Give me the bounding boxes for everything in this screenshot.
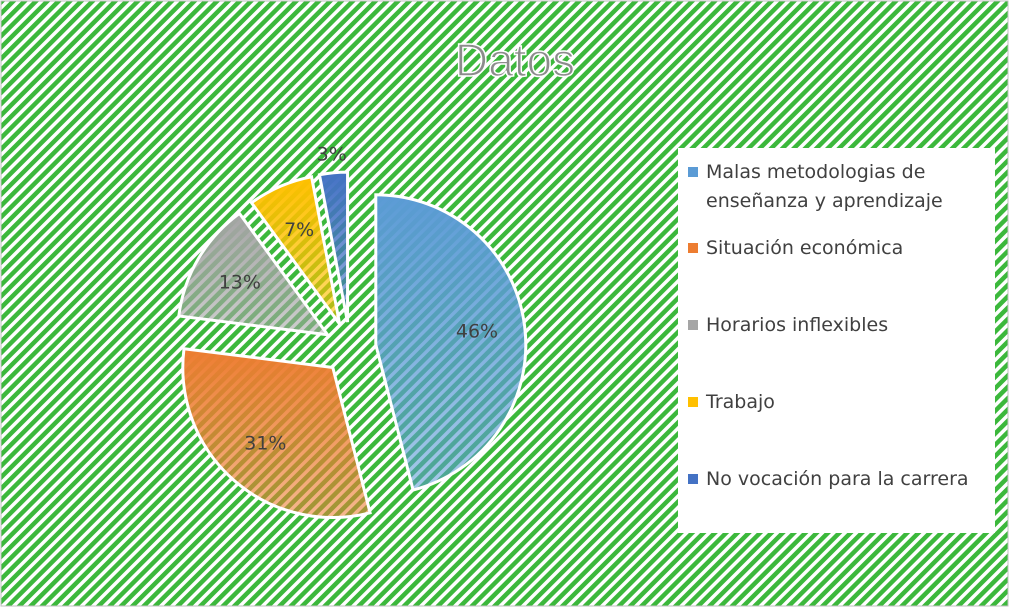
pie-slice (181, 347, 372, 519)
data-label: 3% (317, 143, 347, 165)
pie-slice (249, 175, 342, 326)
legend: Malas metodologias de enseñanza y aprend… (678, 148, 995, 533)
legend-label: Horarios inflexibles (706, 314, 889, 336)
legend-label: Trabajo (706, 391, 775, 413)
legend-label: No vocación para la carrera (706, 468, 969, 490)
legend-label: Situación económica (706, 237, 904, 259)
data-label: 46% (456, 320, 498, 342)
legend-swatch (688, 397, 698, 407)
pie-slice (177, 211, 331, 337)
chart-title: Datos (455, 34, 575, 86)
legend-entry: Horarios inflexibles (688, 311, 987, 340)
legend-entry: Malas metodologias de enseñanza y aprend… (688, 158, 987, 216)
legend-swatch (688, 320, 698, 330)
legend-entry: Situación económica (688, 234, 987, 263)
legend-swatch (688, 167, 698, 177)
legend-swatch (688, 243, 698, 253)
legend-entry: No vocación para la carrera (688, 465, 987, 494)
legend-entry: Trabajo (688, 388, 987, 417)
legend-label: Malas metodologias de enseñanza y aprend… (706, 161, 943, 212)
data-label: 7% (284, 219, 314, 241)
data-label: 31% (244, 433, 286, 455)
pie-slice (317, 170, 350, 323)
data-label: 13% (219, 271, 261, 293)
pie-slice (374, 193, 528, 492)
legend-swatch (688, 474, 698, 484)
